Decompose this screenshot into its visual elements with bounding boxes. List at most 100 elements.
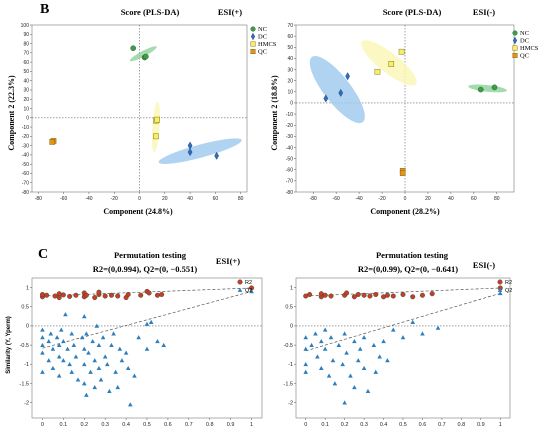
data-point-r2 <box>115 293 121 299</box>
data-point-hmcs <box>388 61 395 67</box>
legend-label: DC <box>258 34 267 41</box>
legend-swatch-qc <box>250 49 256 55</box>
x-tick-label: 0.6 <box>419 422 427 428</box>
data-point-q2 <box>348 373 353 378</box>
data-point-r2 <box>60 292 66 298</box>
data-point-q2 <box>318 338 324 344</box>
data-point-q2 <box>381 338 386 344</box>
data-point-r2 <box>52 293 58 299</box>
data-point-q2 <box>342 400 347 405</box>
data-point-q2 <box>56 373 62 378</box>
data-point-q2 <box>69 369 75 374</box>
legend-swatch-nc <box>512 30 518 36</box>
data-point-dc <box>345 72 350 81</box>
legend-swatch-nc <box>250 26 256 32</box>
confidence-ellipse-hmcs <box>151 101 161 153</box>
data-point-q2 <box>361 335 367 340</box>
data-point-r2 <box>351 294 357 300</box>
data-point-q2 <box>88 369 93 374</box>
x-tick-label: 1 <box>250 422 253 428</box>
data-point-q2 <box>102 354 108 359</box>
data-point-q2 <box>371 342 377 347</box>
y-tick-label: -50 <box>286 156 293 162</box>
x-tick-label: 40 <box>187 196 193 202</box>
permutation-esi-pos-chart: Permutation testing R2=(0,0.994), Q2=(0,… <box>6 250 263 428</box>
y-tick-label: -80 <box>286 190 293 196</box>
y-tick-label: 40 <box>287 56 293 62</box>
x-tick-label: 0.1 <box>321 422 329 428</box>
data-point-hmcs <box>153 133 159 140</box>
data-point-q2 <box>75 377 81 382</box>
chart-tag: ESI(+) <box>216 256 240 266</box>
y-tick-label: 70 <box>287 23 293 29</box>
data-point-q2 <box>63 312 68 317</box>
data-point-q2 <box>107 388 112 393</box>
series-qc <box>399 168 406 176</box>
confidence-ellipse-dc <box>309 56 365 124</box>
data-point-nc <box>477 86 484 93</box>
x-tick-label: 0.9 <box>227 422 235 428</box>
y-tick-label: -60 <box>22 171 29 177</box>
data-point-q2 <box>94 323 100 328</box>
data-point-q2 <box>40 327 45 332</box>
data-point-r2 <box>355 291 361 297</box>
data-point-hmcs <box>154 116 161 123</box>
legend-swatch-dc <box>250 32 256 41</box>
y-tick-label: 50 <box>287 45 293 51</box>
y-tick-label: 0 <box>290 101 293 107</box>
x-tick-label: 60 <box>213 196 219 202</box>
data-point-q2 <box>352 338 357 344</box>
pls-da-esi-neg-chart: Score (PLS-DA) ESI(-) Component (28.2%) … <box>270 7 539 216</box>
y-tick-label: -1.5 <box>284 381 293 387</box>
data-point-q2 <box>46 338 52 344</box>
data-point-r2 <box>429 291 435 297</box>
y-tick-label: 30 <box>23 88 29 94</box>
permutation-esi-neg-chart: Permutation testing R2=(0,0.99), Q2=(0, … <box>284 250 513 428</box>
data-point-q2 <box>315 354 320 359</box>
data-point-q2 <box>352 385 357 390</box>
legend-swatch-hmcs <box>250 41 256 47</box>
data-point-r2 <box>92 295 98 301</box>
x-tick-label: -60 <box>333 196 340 202</box>
data-point-q2 <box>373 369 379 374</box>
data-point-r2 <box>159 291 165 297</box>
data-point-q2 <box>71 342 77 347</box>
data-point-q2 <box>361 365 367 370</box>
y-axis-label: Component 2 (18.8%) <box>270 75 279 151</box>
series-qc <box>49 138 57 145</box>
data-point-q2 <box>127 402 133 407</box>
y-tick-label: -70 <box>286 179 293 185</box>
y-tick-label: 0.5 <box>285 305 293 311</box>
legend-label: NC <box>258 26 267 33</box>
data-point-q2 <box>435 325 441 330</box>
data-point-r2 <box>154 292 160 298</box>
data-point-q2 <box>161 342 167 347</box>
data-point-r2 <box>108 292 114 298</box>
x-tick-label: 0 <box>404 196 407 202</box>
x-tick-label: -60 <box>60 196 67 202</box>
data-point-q2 <box>113 369 118 374</box>
confidence-ellipse-nc <box>468 84 508 93</box>
chart-title: Permutation testing <box>114 250 187 260</box>
data-point-q2 <box>309 342 314 347</box>
data-point-q2 <box>81 346 87 351</box>
y-tick-label: -2 <box>24 400 29 406</box>
tick-labels: -80 -60 -40 -20 0 20 40 60 80 -80 -70 -60 -50 -40 -30 -… <box>286 23 500 202</box>
legend-swatch-q2 <box>497 287 503 292</box>
x-tick-label: 20 <box>162 196 168 202</box>
y-tick-label: -40 <box>22 153 29 159</box>
y-tick-label: -0.5 <box>20 343 29 349</box>
x-tick-label: 80 <box>494 196 500 202</box>
data-point-r2 <box>125 291 131 297</box>
data-point-r2 <box>322 292 328 298</box>
series-nc <box>130 45 149 61</box>
data-point-nc <box>143 53 149 60</box>
y-axis-label: Component 2 (22.3%) <box>7 75 16 151</box>
y-tick-label: 0 <box>26 324 29 330</box>
x-tick-label: 1 <box>499 422 502 428</box>
y-tick-label: 30 <box>287 67 293 73</box>
panel-letter-c: C <box>38 247 48 262</box>
y-tick-label: -80 <box>22 190 29 196</box>
panel-letter-b: B <box>40 2 49 17</box>
